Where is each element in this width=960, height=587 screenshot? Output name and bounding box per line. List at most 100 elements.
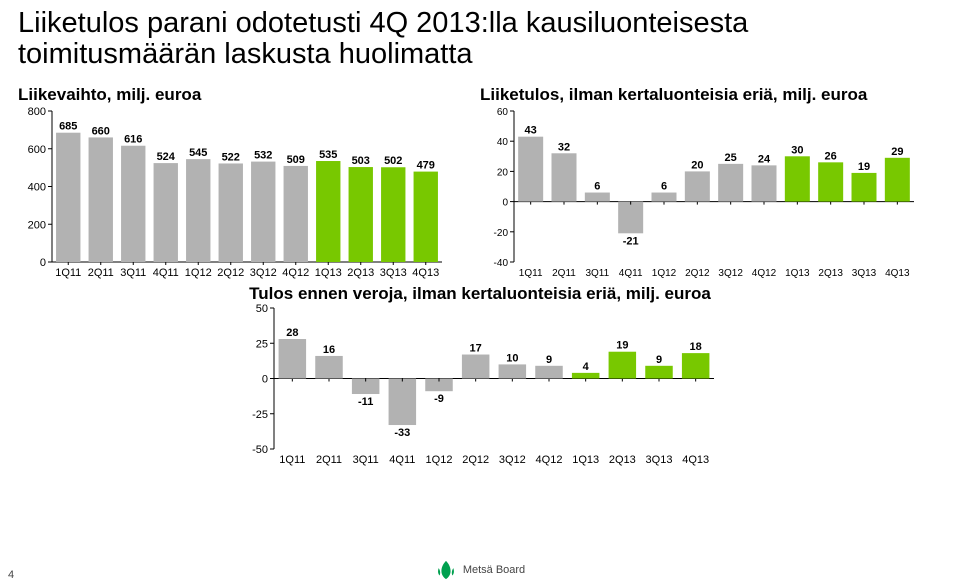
bar — [518, 136, 543, 201]
bar — [315, 356, 343, 379]
svg-text:9: 9 — [546, 353, 552, 365]
svg-text:-20: -20 — [494, 227, 509, 238]
svg-text:16: 16 — [323, 344, 335, 356]
svg-text:4Q11: 4Q11 — [153, 267, 179, 279]
svg-text:0: 0 — [40, 257, 46, 269]
svg-text:4Q11: 4Q11 — [619, 268, 643, 279]
svg-text:-21: -21 — [623, 235, 639, 247]
footer-brand: Metsä Board — [463, 564, 525, 576]
bar — [316, 161, 340, 262]
svg-text:1Q13: 1Q13 — [785, 268, 810, 279]
svg-text:6: 6 — [594, 180, 600, 192]
svg-text:2Q13: 2Q13 — [818, 268, 843, 279]
svg-text:3Q13: 3Q13 — [380, 267, 407, 279]
svg-text:479: 479 — [417, 159, 435, 171]
svg-text:18: 18 — [690, 341, 702, 353]
revenue-chart: 0200400600800685660616524545522532509535… — [18, 107, 480, 282]
bar — [752, 165, 777, 201]
bar — [414, 171, 438, 261]
svg-text:3Q11: 3Q11 — [353, 454, 379, 466]
svg-text:43: 43 — [525, 124, 537, 136]
svg-text:1Q13: 1Q13 — [315, 267, 342, 279]
bar — [219, 163, 243, 262]
svg-text:50: 50 — [256, 304, 268, 315]
svg-text:660: 660 — [92, 125, 110, 137]
svg-text:4Q12: 4Q12 — [282, 267, 309, 279]
bar — [349, 167, 373, 262]
footer: Metsä Board — [0, 559, 960, 581]
bar — [121, 145, 145, 261]
svg-text:3Q12: 3Q12 — [499, 454, 526, 466]
svg-text:2Q12: 2Q12 — [685, 268, 710, 279]
bar — [852, 173, 877, 202]
svg-text:3Q11: 3Q11 — [120, 267, 146, 279]
svg-text:-50: -50 — [252, 444, 268, 456]
svg-text:19: 19 — [858, 161, 870, 173]
svg-text:200: 200 — [28, 219, 46, 231]
bar — [499, 364, 527, 378]
svg-text:4Q13: 4Q13 — [682, 454, 709, 466]
bar — [56, 132, 80, 261]
svg-text:9: 9 — [656, 353, 662, 365]
bar — [462, 354, 490, 378]
svg-text:40: 40 — [497, 137, 509, 148]
bar — [718, 163, 743, 201]
svg-text:1Q12: 1Q12 — [426, 454, 453, 466]
bar — [685, 171, 710, 201]
svg-text:24: 24 — [758, 153, 771, 165]
svg-text:-9: -9 — [434, 393, 444, 405]
bar — [682, 353, 710, 378]
bar — [186, 159, 210, 262]
svg-text:3Q13: 3Q13 — [852, 268, 877, 279]
ebit-chart: -40-20020406043326-216202524302619291Q11… — [480, 107, 942, 282]
svg-text:30: 30 — [791, 144, 803, 156]
bar — [381, 167, 405, 262]
svg-text:522: 522 — [222, 151, 240, 163]
svg-text:-25: -25 — [252, 408, 268, 420]
svg-text:-11: -11 — [358, 396, 373, 408]
mid-title: Tulos ennen veroja, ilman kertaluonteisi… — [18, 284, 942, 304]
pretax-chart: -50-25025502816-11-33-9171094199181Q112Q… — [240, 304, 720, 469]
svg-text:502: 502 — [384, 155, 402, 167]
bar — [284, 166, 308, 262]
bar — [652, 192, 677, 201]
svg-text:-33: -33 — [394, 427, 410, 439]
subtitle-left: Liikevaihto, milj. euroa — [18, 85, 480, 105]
svg-text:6: 6 — [661, 180, 667, 192]
svg-text:1Q11: 1Q11 — [279, 454, 305, 466]
svg-text:1Q12: 1Q12 — [652, 268, 677, 279]
svg-text:616: 616 — [124, 133, 142, 145]
svg-text:800: 800 — [28, 107, 46, 118]
bar — [389, 378, 417, 425]
bar — [585, 192, 610, 201]
bar — [645, 365, 673, 378]
svg-text:2Q11: 2Q11 — [552, 268, 576, 279]
bar — [785, 156, 810, 201]
bar — [279, 339, 306, 378]
svg-text:2Q13: 2Q13 — [609, 454, 636, 466]
metsa-logo-icon — [435, 559, 457, 581]
svg-text:-40: -40 — [494, 258, 509, 269]
svg-text:545: 545 — [189, 147, 207, 159]
svg-text:28: 28 — [286, 327, 298, 339]
bar — [572, 372, 600, 378]
svg-text:509: 509 — [287, 154, 305, 166]
page-title: Liiketulos parani odotetusti 4Q 2013:lla… — [18, 8, 942, 71]
svg-text:535: 535 — [319, 149, 337, 161]
svg-text:2Q11: 2Q11 — [316, 454, 342, 466]
svg-text:532: 532 — [254, 149, 272, 161]
svg-text:3Q11: 3Q11 — [585, 268, 609, 279]
svg-text:4Q11: 4Q11 — [389, 454, 415, 466]
svg-text:4Q12: 4Q12 — [536, 454, 563, 466]
svg-text:26: 26 — [825, 150, 837, 162]
svg-text:60: 60 — [497, 107, 509, 118]
svg-text:4Q13: 4Q13 — [412, 267, 439, 279]
bar — [609, 351, 637, 378]
svg-text:4: 4 — [583, 360, 590, 372]
bar — [885, 157, 910, 201]
svg-text:29: 29 — [891, 145, 903, 157]
svg-text:524: 524 — [157, 151, 176, 163]
svg-text:3Q12: 3Q12 — [718, 268, 743, 279]
bar — [618, 201, 643, 233]
svg-text:1Q11: 1Q11 — [519, 268, 543, 279]
